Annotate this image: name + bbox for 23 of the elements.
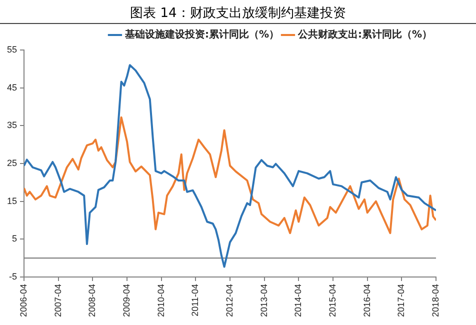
- x-tick-label: 2013-04: [258, 284, 269, 317]
- y-tick-label: 35: [6, 120, 18, 130]
- y-tick-label: -5: [8, 271, 18, 282]
- y-tick-label: 5: [12, 234, 18, 244]
- y-tick-label: 25: [6, 158, 18, 168]
- x-tick-label: 2012-04: [224, 284, 234, 317]
- x-tick-label: 2016-04: [362, 284, 372, 317]
- x-tick-label: 2009-04: [121, 284, 132, 317]
- y-tick-label: 15: [6, 196, 18, 206]
- y-tick-label: 55: [6, 44, 18, 54]
- chart-title: 图表 14：财政支出放缓制约基建投资: [0, 0, 476, 24]
- x-tick-label: 2015-04: [327, 284, 338, 317]
- y-tick-label: 45: [6, 82, 18, 92]
- x-tick-label: 2014-04: [293, 284, 304, 317]
- x-tick-label: 2006-04: [18, 284, 28, 317]
- x-tick-label: 2018-04: [430, 284, 440, 317]
- x-tick-label: 2017-04: [396, 284, 406, 317]
- x-tick-label: 2008-04: [87, 284, 98, 317]
- x-tick-label: 2011-04: [190, 284, 200, 316]
- legend-label: 公共财政支出:累计同比（%）: [296, 28, 432, 41]
- legend-label: 基础设施建设投资:累计同比（%）: [124, 28, 279, 41]
- x-tick-label: 2010-04: [156, 284, 166, 317]
- x-tick-label: 2007-04: [52, 284, 63, 317]
